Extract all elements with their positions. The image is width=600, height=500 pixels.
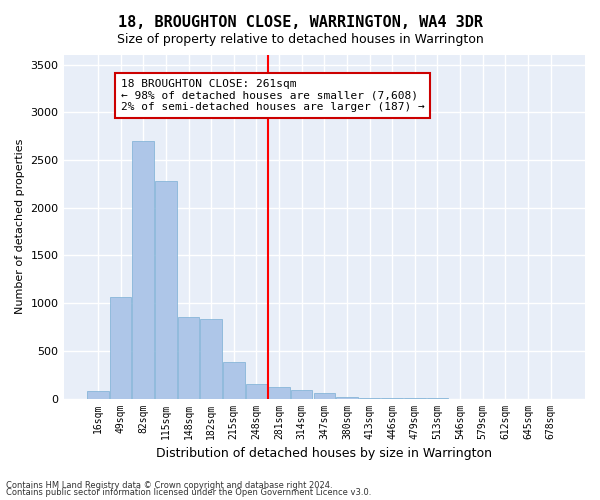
Bar bbox=[336, 397, 358, 398]
Text: Size of property relative to detached houses in Warrington: Size of property relative to detached ho… bbox=[116, 32, 484, 46]
Bar bbox=[87, 391, 109, 398]
Bar bbox=[268, 387, 290, 398]
Bar bbox=[245, 384, 267, 398]
Text: 18, BROUGHTON CLOSE, WARRINGTON, WA4 3DR: 18, BROUGHTON CLOSE, WARRINGTON, WA4 3DR bbox=[118, 15, 482, 30]
Text: Contains HM Land Registry data © Crown copyright and database right 2024.: Contains HM Land Registry data © Crown c… bbox=[6, 480, 332, 490]
Text: 18 BROUGHTON CLOSE: 261sqm
← 98% of detached houses are smaller (7,608)
2% of se: 18 BROUGHTON CLOSE: 261sqm ← 98% of deta… bbox=[121, 79, 424, 112]
Bar bbox=[110, 298, 131, 398]
Bar bbox=[133, 141, 154, 399]
X-axis label: Distribution of detached houses by size in Warrington: Distribution of detached houses by size … bbox=[156, 447, 492, 460]
Bar bbox=[223, 362, 245, 398]
Bar bbox=[291, 390, 313, 398]
Y-axis label: Number of detached properties: Number of detached properties bbox=[15, 139, 25, 314]
Bar bbox=[200, 320, 222, 398]
Text: Contains public sector information licensed under the Open Government Licence v3: Contains public sector information licen… bbox=[6, 488, 371, 497]
Bar bbox=[314, 394, 335, 398]
Bar bbox=[178, 317, 199, 398]
Bar bbox=[155, 181, 176, 398]
